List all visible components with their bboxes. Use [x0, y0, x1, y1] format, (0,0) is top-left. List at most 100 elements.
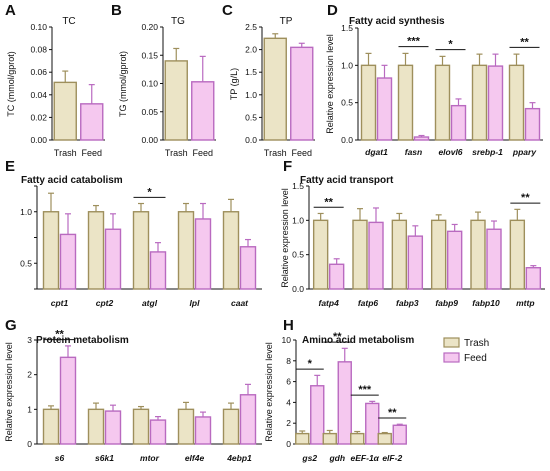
- panel-f: F Fatty acid transport 0.0 0.5 1.0 1.5Relativ…: [280, 158, 545, 308]
- y-tick-label: 6: [286, 377, 291, 387]
- bar-trash: [377, 432, 392, 445]
- bar-feed: [149, 251, 167, 290]
- x-category-label: Feed: [291, 148, 312, 158]
- y-tick-label: 1.0: [20, 207, 32, 217]
- bar-trash: [42, 211, 60, 290]
- panel-e: E Fatty acid catabolism 0.5 1.0 cpt1 cpt2 atgl…: [5, 158, 262, 308]
- panel-b: B TG 0.00 0.05 0.10 0.15 0.20 TG (mmol/gprot) Tr…: [111, 2, 216, 158]
- y-axis-label: Relative expression level: [264, 342, 274, 442]
- x-category-label: mttp: [516, 298, 534, 308]
- y-tick-label: 1.0: [245, 90, 257, 100]
- significance-marker: **: [324, 196, 333, 208]
- y-tick-label: 1.0: [341, 60, 353, 70]
- x-category-label: gs2: [301, 453, 317, 463]
- significance-marker: **: [333, 331, 342, 343]
- x-category-label: fatp4: [319, 298, 340, 308]
- bar-feed: [149, 419, 167, 445]
- y-tick-label: 0.00: [30, 135, 47, 145]
- panel-title: Amino acid metabolism: [302, 335, 414, 346]
- panel-title: TP: [280, 16, 293, 27]
- panel-d: D Fatty acid synthesis 0.0 0.5 1.0 1.5 Relativ…: [325, 2, 543, 157]
- bar-feed: [239, 394, 257, 445]
- y-tick-label: 0.20: [141, 22, 158, 32]
- x-category-label: cpt1: [51, 298, 69, 308]
- legend: Trash Feed: [443, 337, 489, 364]
- bar-trash: [132, 211, 150, 290]
- y-tick-label: 8: [286, 356, 291, 366]
- y-tick-label: 0.10: [30, 22, 47, 32]
- panel-h: H Amino acid metabolism 0 2 4 6 8 10 Relative ex…: [264, 317, 414, 463]
- bar-trash: [263, 37, 287, 141]
- bar-feed: [487, 65, 504, 141]
- panel-c: C TP 0.0 0.5 1.0 1.5 2.0 2.5 TP (g/L) Trash Feed: [222, 2, 315, 158]
- bar-feed: [450, 104, 467, 141]
- bar-trash: [164, 60, 188, 141]
- x-category-label: fabp3: [396, 298, 419, 308]
- bar-feed: [194, 218, 212, 290]
- y-tick-label: 1: [27, 404, 32, 414]
- bar-trash: [42, 408, 60, 445]
- bar-feed: [368, 221, 384, 290]
- legend-swatch-feed: [443, 352, 460, 363]
- x-category-label: fasn: [405, 147, 422, 157]
- bar-feed: [191, 81, 215, 141]
- y-tick-label: 1.5: [292, 181, 304, 191]
- bar-trash: [509, 219, 526, 290]
- panel-letter: G: [5, 317, 17, 334]
- y-axis-label: Relative expression level: [325, 34, 335, 134]
- bar-feed: [310, 385, 325, 445]
- x-category-label: elovl6: [438, 147, 462, 157]
- legend-swatch-trash: [443, 337, 460, 348]
- bar-trash: [312, 219, 329, 290]
- bar-feed: [59, 356, 77, 445]
- x-category-label: Trash: [165, 148, 188, 158]
- x-category-label: gdh: [328, 453, 345, 463]
- x-category-label: Feed: [192, 148, 213, 158]
- bar-feed: [392, 424, 407, 445]
- bar-feed: [104, 228, 122, 290]
- legend-label-feed: Feed: [464, 353, 487, 364]
- bar-feed: [525, 267, 542, 290]
- bar-feed: [337, 361, 352, 445]
- bar-feed: [328, 263, 345, 290]
- x-category-label: 4ebp1: [226, 453, 252, 463]
- bar-trash: [391, 219, 408, 290]
- x-category-label: elF-2: [382, 453, 402, 463]
- y-tick-label: 0: [286, 439, 291, 449]
- bar-trash: [222, 408, 240, 445]
- bar-feed: [80, 103, 104, 141]
- y-tick-label: 0.0: [245, 135, 257, 145]
- x-category-label: fatp6: [358, 298, 379, 308]
- panel-letter: A: [5, 2, 16, 19]
- panel-letter: C: [222, 2, 233, 19]
- bar-trash: [222, 211, 240, 290]
- y-axis-label: Relative expression level: [280, 188, 290, 288]
- bar-trash: [132, 408, 150, 445]
- bar-feed: [239, 246, 257, 290]
- y-axis-label: TP (g/L): [229, 68, 239, 100]
- y-tick-label: 0: [27, 439, 32, 449]
- panel-letter: H: [283, 317, 294, 334]
- bar-trash: [87, 211, 105, 290]
- panel-title: TC: [62, 16, 75, 27]
- y-tick-label: 0.08: [30, 45, 47, 55]
- y-axis-label: TG (mmol/gprot): [118, 51, 128, 117]
- x-category-label: ppary: [512, 147, 537, 157]
- y-tick-label: 0.15: [141, 50, 158, 60]
- x-category-label: fabp9: [435, 298, 458, 308]
- y-tick-label: 0.04: [30, 90, 47, 100]
- y-tick-label: 4: [286, 397, 291, 407]
- y-tick-label: 2: [286, 418, 291, 428]
- bar-trash: [177, 211, 195, 290]
- significance-marker: *: [147, 186, 152, 198]
- y-tick-label: 2.5: [245, 22, 257, 32]
- significance-marker: *: [448, 39, 453, 51]
- y-tick-label: 0.02: [30, 112, 47, 122]
- significance-marker: ***: [407, 36, 421, 48]
- y-tick-label: 1.5: [245, 67, 257, 77]
- y-tick-label: 10: [282, 335, 292, 345]
- y-axis-label: Relative expression level: [4, 342, 14, 442]
- y-tick-label: 1.0: [292, 215, 304, 225]
- x-category-label: Trash: [54, 148, 77, 158]
